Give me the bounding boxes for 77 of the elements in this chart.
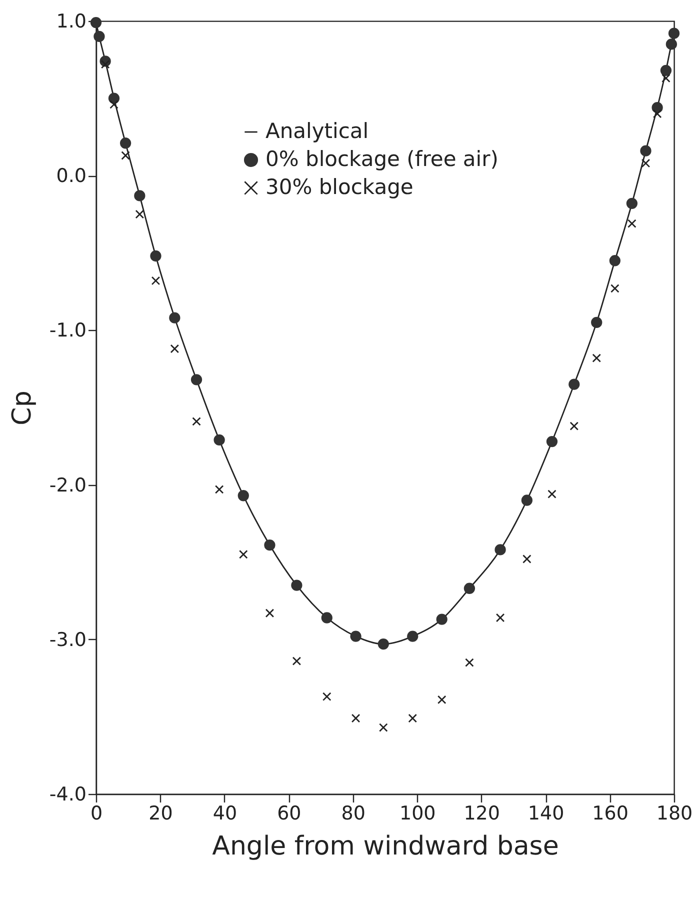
point bbox=[238, 550, 248, 559]
point bbox=[321, 612, 332, 624]
y-axis-title: Cp bbox=[7, 390, 38, 426]
point bbox=[660, 64, 672, 76]
point bbox=[668, 28, 680, 39]
point bbox=[100, 60, 110, 69]
point bbox=[464, 582, 476, 594]
legend-label: 30% blockage bbox=[266, 174, 414, 199]
point bbox=[169, 312, 180, 324]
point bbox=[238, 490, 249, 502]
point bbox=[609, 255, 620, 266]
point bbox=[322, 692, 332, 702]
x-tick-label: 160 bbox=[592, 802, 628, 824]
point bbox=[264, 540, 276, 551]
point bbox=[407, 630, 418, 642]
point bbox=[265, 608, 274, 618]
point bbox=[591, 316, 602, 328]
point bbox=[570, 422, 579, 430]
point bbox=[640, 145, 652, 156]
point bbox=[652, 102, 663, 114]
y-tick-label: -1.0 bbox=[49, 320, 86, 342]
x-axis-title: Angle from windward base bbox=[212, 832, 559, 862]
point bbox=[214, 485, 224, 494]
point bbox=[190, 374, 202, 386]
point bbox=[378, 638, 389, 650]
x-tick-label: 180 bbox=[656, 802, 693, 824]
point bbox=[150, 250, 162, 262]
y-tick-label: 0.0 bbox=[56, 165, 86, 188]
x-tick-label: 100 bbox=[399, 802, 436, 824]
point bbox=[662, 74, 670, 83]
point bbox=[641, 158, 650, 168]
point bbox=[437, 695, 446, 704]
x-tick-label: 120 bbox=[464, 802, 500, 824]
x-tick-label: 140 bbox=[528, 802, 564, 824]
x-tick-label: 40 bbox=[212, 802, 238, 824]
point bbox=[626, 198, 638, 209]
point bbox=[378, 723, 388, 732]
point bbox=[568, 378, 580, 390]
point bbox=[522, 554, 532, 564]
point bbox=[192, 417, 201, 426]
point bbox=[291, 580, 302, 591]
y-tick-label: 1.0 bbox=[56, 10, 86, 32]
point bbox=[214, 434, 225, 446]
point bbox=[465, 658, 474, 667]
point bbox=[494, 544, 506, 556]
point bbox=[94, 30, 105, 42]
point bbox=[350, 630, 362, 642]
point bbox=[121, 151, 130, 160]
point bbox=[120, 138, 132, 149]
point bbox=[135, 210, 144, 219]
x-tick-label: 20 bbox=[148, 802, 173, 824]
point bbox=[546, 436, 558, 448]
point bbox=[108, 92, 120, 104]
y-tick-label: -2.0 bbox=[49, 474, 86, 496]
point bbox=[628, 219, 636, 228]
point bbox=[110, 100, 118, 109]
point bbox=[351, 714, 360, 723]
point bbox=[496, 613, 505, 622]
point bbox=[548, 490, 556, 498]
point bbox=[151, 276, 160, 286]
point bbox=[134, 190, 146, 202]
x-tick-label: 60 bbox=[277, 802, 302, 824]
y-tick-label: -4.0 bbox=[49, 784, 86, 806]
x-tick-label: 0 bbox=[90, 802, 103, 824]
point bbox=[666, 38, 678, 50]
point bbox=[592, 354, 602, 362]
point bbox=[436, 614, 448, 625]
point bbox=[610, 284, 620, 293]
point bbox=[652, 109, 662, 118]
x-tick-label: 80 bbox=[341, 802, 366, 824]
y-tick-label: -3.0 bbox=[49, 628, 86, 651]
point bbox=[408, 714, 418, 723]
legend-label: Analytical bbox=[266, 118, 369, 143]
point bbox=[521, 494, 533, 506]
point bbox=[292, 656, 302, 666]
point bbox=[170, 344, 180, 354]
legend-label: 0% blockage (free air) bbox=[266, 146, 498, 171]
